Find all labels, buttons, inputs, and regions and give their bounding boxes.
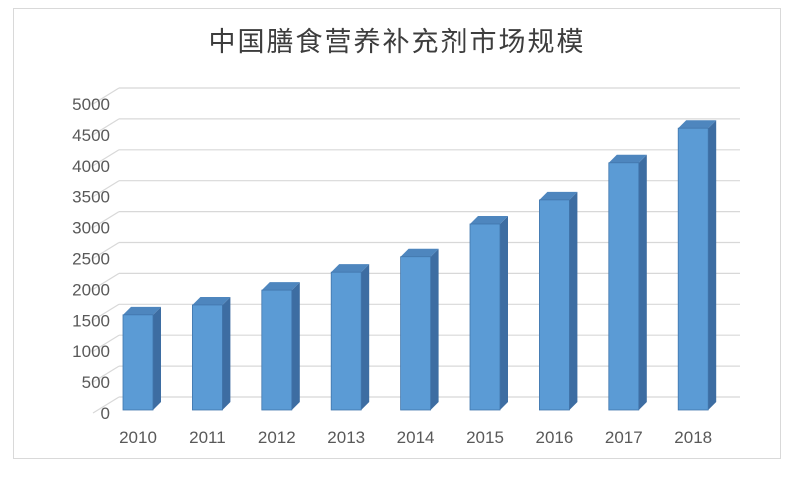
bar-front-face (539, 199, 570, 411)
bar-2012 (261, 282, 300, 411)
bar-2016 (539, 191, 578, 411)
bar-front-face (122, 314, 154, 411)
y-tick-label: 4500 (72, 126, 110, 145)
y-tick-label: 3500 (72, 188, 110, 207)
gridline-depth-segment (92, 180, 120, 198)
bar-top-face (539, 191, 578, 200)
bar-2018 (677, 120, 717, 411)
x-axis-label: 2011 (189, 428, 226, 447)
bars-group (122, 120, 717, 411)
y-tick-label: 0 (101, 404, 110, 423)
bar-front-face (191, 304, 223, 411)
x-axis-label: 2012 (258, 428, 296, 447)
bar-top-face (261, 282, 300, 291)
bar-front-face (608, 162, 640, 411)
y-tick-label: 4000 (72, 157, 110, 176)
x-axis-label: 2018 (674, 428, 712, 447)
bar-top-face (678, 120, 717, 129)
gridline-depth-segment (92, 272, 120, 290)
y-tick-label: 3000 (72, 219, 110, 238)
y-tick-label: 5000 (72, 95, 110, 114)
bar-front-face (261, 289, 293, 411)
gridline-depth-segment (92, 303, 120, 321)
bar-front-face (469, 223, 501, 411)
bar-side-face (430, 248, 439, 410)
gridline-depth-segment (92, 211, 120, 229)
bar-side-face (153, 306, 161, 410)
gridline-depth-segment (92, 149, 120, 167)
bar-front-face (400, 256, 432, 411)
bar-2017 (608, 154, 647, 411)
bar-2015 (469, 215, 508, 411)
x-axis-label: 2017 (605, 428, 643, 447)
chart-title: 中国膳食营养补充剂市场规模 (209, 27, 586, 57)
bar-front-face (677, 127, 709, 411)
bar-top-face (331, 264, 370, 273)
bar-top-face (400, 248, 439, 257)
bar-side-face (569, 191, 578, 410)
bar-side-face (291, 282, 300, 410)
bar-top-face (192, 296, 231, 305)
y-tick-label: 2000 (72, 280, 110, 299)
gridline-depth-segment (92, 334, 120, 352)
bar-2013 (330, 264, 370, 411)
y-tick-label: 2500 (72, 250, 110, 269)
bar-side-face (361, 264, 370, 410)
x-axis-label: 2015 (466, 428, 504, 447)
x-axis-label: 2013 (327, 428, 365, 447)
x-axis-label: 2010 (119, 428, 157, 447)
gridline-depth-segment (92, 87, 120, 105)
bar-side-face (708, 120, 717, 410)
bar-side-face (222, 296, 231, 410)
y-tick-label: 1500 (72, 311, 110, 330)
bar-front-face (330, 271, 362, 411)
y-tick-label: 500 (82, 373, 110, 392)
y-tick-label: 1000 (72, 342, 110, 361)
gridline-depth-segment (92, 396, 120, 414)
x-axis-label: 2014 (397, 428, 435, 447)
bar-2014 (400, 248, 439, 411)
bar-top-face (123, 306, 161, 315)
x-axis-label: 2016 (535, 428, 573, 447)
gridline-depth-segment (92, 241, 120, 260)
bar-2011 (191, 296, 231, 411)
gridline-depth-segment (92, 365, 120, 383)
axis-labels-group: 0 500 1000 1500 2000 2500 3000 3500 4000 4500 5000… (72, 95, 712, 447)
bar-top-face (470, 215, 508, 224)
bar-side-face (638, 154, 647, 410)
bar-top-face (608, 154, 647, 163)
bar-side-face (500, 215, 508, 410)
gridline-depth-segment (92, 118, 120, 136)
bar-2010 (122, 306, 161, 411)
